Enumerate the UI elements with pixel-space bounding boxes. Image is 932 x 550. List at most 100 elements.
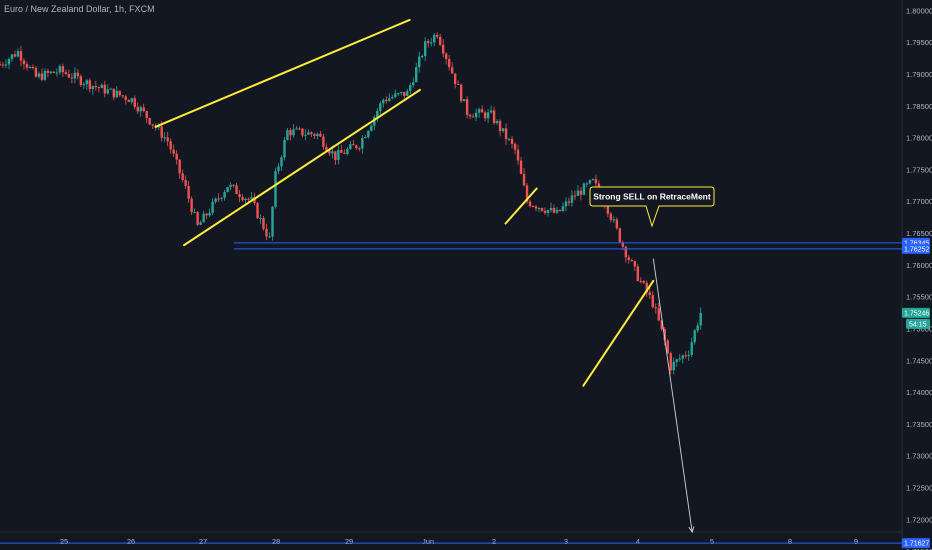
candle-body — [34, 67, 38, 77]
candle-body — [94, 85, 98, 88]
candle-body — [693, 330, 696, 343]
candle-body — [322, 136, 325, 147]
candle-body — [205, 213, 208, 216]
candle-body — [268, 236, 271, 238]
candle-body — [172, 149, 175, 154]
candle-body — [13, 54, 17, 57]
candle-body — [552, 207, 556, 213]
candle-body — [55, 72, 59, 74]
candle-body — [642, 281, 646, 283]
y-tick-label: 1.79000 — [906, 70, 932, 79]
trendline — [183, 88, 421, 247]
candle-body — [633, 261, 637, 267]
candle-body — [453, 73, 457, 85]
candle-body — [52, 71, 56, 73]
candle-body — [615, 219, 619, 229]
candle-body — [226, 187, 229, 193]
x-tick-label: 9 — [854, 537, 858, 546]
candle-body — [549, 207, 553, 211]
candle-body — [699, 312, 702, 326]
candle-body — [331, 151, 334, 154]
countdown-text: 54:15 — [909, 321, 927, 328]
candle-body — [343, 152, 346, 154]
candle-body — [307, 132, 310, 135]
y-tick-label: 1.79500 — [906, 38, 932, 47]
candle-body — [364, 137, 367, 139]
candle-body — [334, 151, 337, 161]
candle-body — [573, 195, 577, 197]
candle-body — [507, 138, 511, 140]
candle-body — [543, 210, 547, 214]
candle-body — [373, 117, 376, 126]
candle-body — [684, 355, 687, 357]
candle-body — [142, 107, 145, 112]
candle-body — [112, 88, 115, 98]
candle-body — [199, 222, 202, 225]
candle-body — [355, 145, 358, 149]
trendline — [504, 187, 538, 225]
candle-body — [1, 64, 5, 66]
candle-body — [46, 70, 50, 73]
candle-body — [645, 282, 648, 293]
candle-body — [295, 128, 298, 130]
candle-body — [148, 118, 151, 125]
candle-body — [19, 51, 23, 61]
candle-body — [193, 212, 196, 214]
candle-body — [465, 99, 469, 115]
candle-body — [421, 56, 424, 58]
candle-body — [184, 180, 187, 186]
candle-body — [124, 96, 127, 101]
candle-body — [31, 66, 35, 68]
candle-body — [40, 73, 44, 80]
candle-body — [537, 207, 541, 209]
y-tick-label: 1.76000 — [906, 261, 932, 270]
candle-body — [241, 197, 244, 201]
candle-body — [4, 64, 8, 66]
candle-body — [555, 209, 559, 213]
candle-body — [166, 137, 169, 142]
x-tick-label: 26 — [127, 537, 135, 546]
candle-body — [223, 192, 226, 198]
candle-body — [663, 329, 666, 341]
y-tick-label: 1.72000 — [906, 515, 932, 524]
candle-body — [564, 201, 568, 207]
candle-body — [477, 109, 481, 113]
candle-body — [525, 185, 529, 202]
candle-body — [289, 130, 292, 136]
candle-body — [7, 58, 11, 65]
candle-body — [163, 137, 166, 139]
candle-body — [82, 84, 86, 86]
candle-body — [528, 201, 532, 207]
candle-body — [271, 206, 274, 237]
callout-text: Strong SELL on RetraceMent — [593, 192, 711, 202]
callout-box — [589, 186, 715, 228]
candle-body — [97, 87, 101, 89]
candle-body — [340, 150, 343, 153]
candle-body — [576, 190, 580, 196]
candle-body — [253, 197, 256, 204]
candle-body — [211, 201, 214, 213]
y-tick-label: 1.78000 — [906, 134, 932, 143]
x-tick-label: 28 — [272, 537, 280, 546]
candle-body — [118, 90, 121, 96]
candle-body — [139, 107, 142, 112]
candle-body — [256, 203, 259, 219]
candle-body — [61, 66, 65, 73]
x-tick-label: 29 — [345, 537, 353, 546]
candle-body — [618, 228, 622, 243]
candle-body — [43, 70, 47, 80]
candle-body — [169, 141, 172, 150]
candle-body — [495, 121, 499, 124]
candle-body — [376, 110, 379, 118]
candle-body — [37, 73, 41, 77]
candle-body — [591, 179, 595, 181]
candle-body — [319, 133, 322, 137]
candle-body — [648, 292, 651, 296]
candle-body — [450, 67, 454, 74]
x-tick-label: 3 — [564, 537, 568, 546]
countdown-tag — [906, 318, 930, 329]
candle-body — [504, 128, 508, 140]
x-tick-label: 4 — [636, 537, 640, 546]
price-level-tag-bg — [902, 243, 930, 254]
